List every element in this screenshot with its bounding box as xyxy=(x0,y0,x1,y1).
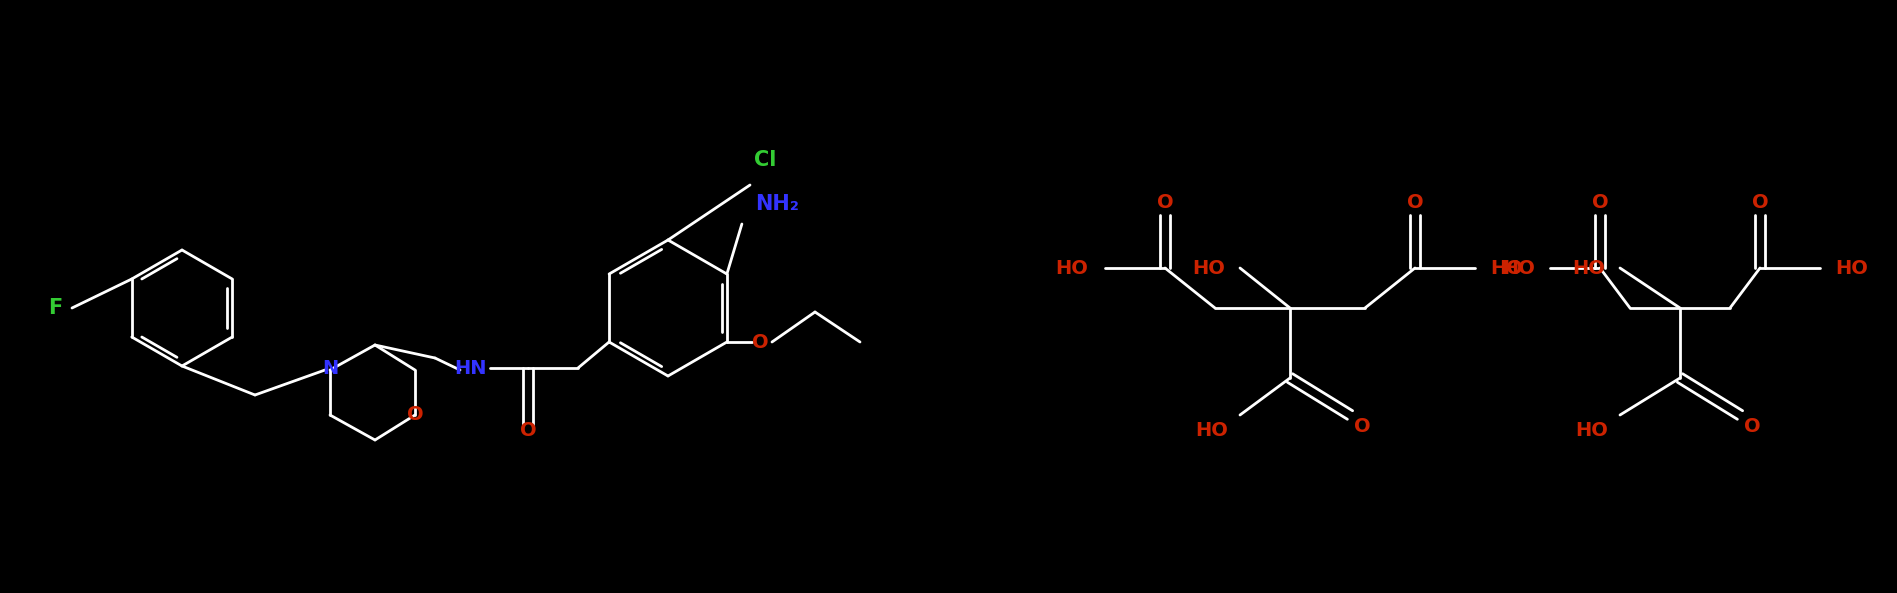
Text: O: O xyxy=(406,406,423,425)
Text: NH₂: NH₂ xyxy=(755,194,799,214)
Text: HO: HO xyxy=(1834,259,1869,278)
Text: O: O xyxy=(1751,193,1768,212)
Text: HO: HO xyxy=(1195,420,1227,439)
Text: O: O xyxy=(1408,193,1423,212)
Text: N: N xyxy=(322,359,338,378)
Text: O: O xyxy=(1157,193,1174,212)
Text: HN: HN xyxy=(453,359,486,378)
Text: HO: HO xyxy=(1573,259,1605,278)
Text: HO: HO xyxy=(1502,259,1535,278)
Text: O: O xyxy=(1592,193,1609,212)
Text: O: O xyxy=(1743,417,1760,436)
Text: O: O xyxy=(1354,417,1370,436)
Text: Cl: Cl xyxy=(753,150,776,170)
Text: O: O xyxy=(520,420,537,439)
Text: HO: HO xyxy=(1575,420,1609,439)
Text: F: F xyxy=(47,298,63,318)
Text: HO: HO xyxy=(1191,259,1225,278)
Text: HO: HO xyxy=(1489,259,1523,278)
Text: O: O xyxy=(751,333,768,352)
Text: HO: HO xyxy=(1055,259,1089,278)
